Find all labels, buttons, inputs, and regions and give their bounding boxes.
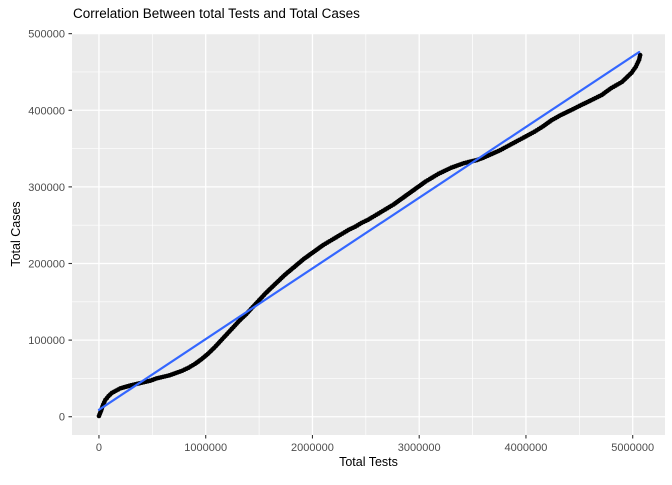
y-tick-label: 400000	[28, 105, 65, 117]
chart-title: Correlation Between total Tests and Tota…	[73, 6, 360, 21]
scatter-point	[637, 52, 643, 58]
y-axis-title: Total Cases	[9, 201, 23, 267]
x-tick-label: 5000000	[611, 442, 654, 454]
x-tick-label: 2000000	[291, 442, 334, 454]
x-tick-label: 1000000	[184, 442, 227, 454]
x-axis-title: Total Tests	[339, 455, 398, 469]
x-tick-label: 4000000	[505, 442, 548, 454]
y-tick-label: 500000	[28, 29, 65, 41]
y-tick-label: 300000	[28, 182, 65, 194]
y-tick-label: 200000	[28, 258, 65, 270]
y-tick-label: 0	[59, 412, 65, 424]
regression-line	[97, 50, 641, 411]
x-tick-label: 0	[96, 442, 102, 454]
x-tick-label: 3000000	[398, 442, 441, 454]
y-tick-label: 100000	[28, 335, 65, 347]
